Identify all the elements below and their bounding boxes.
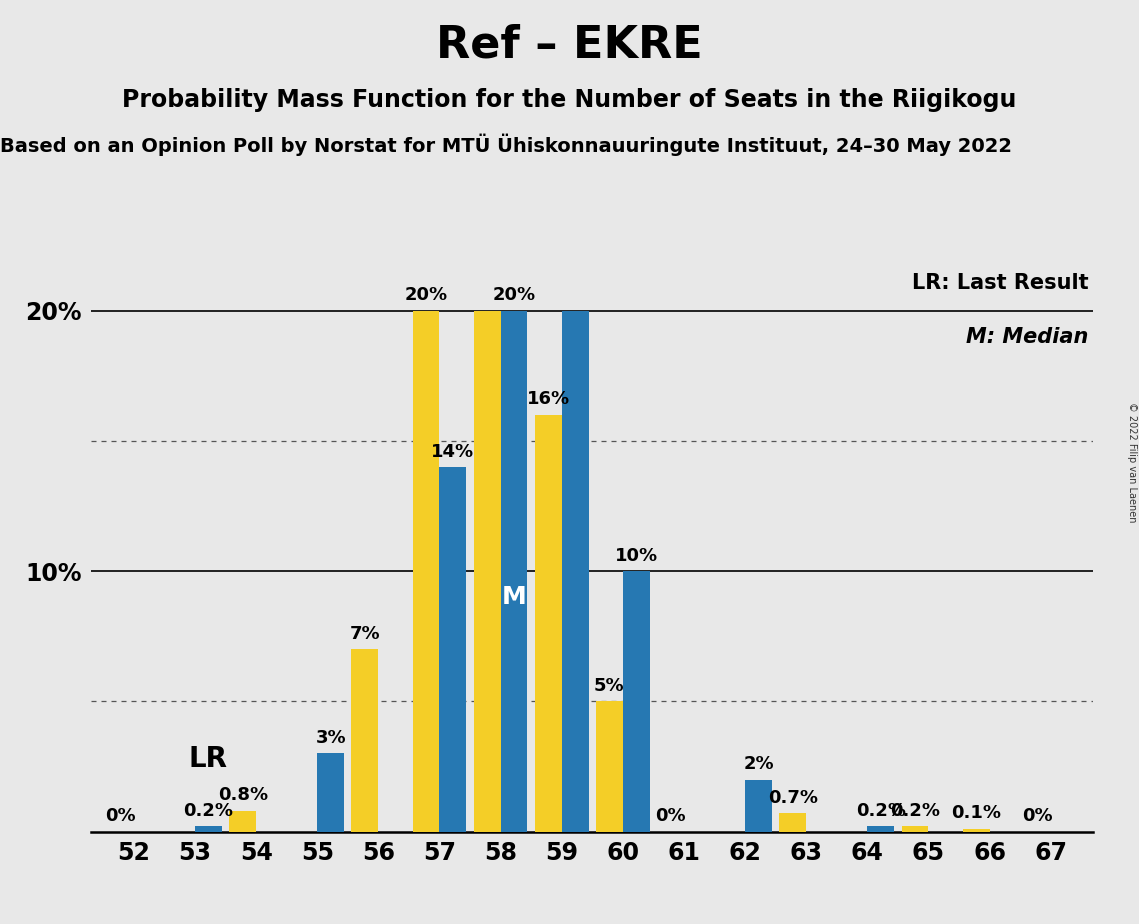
Bar <box>501 310 527 832</box>
Bar <box>623 571 649 832</box>
Bar <box>440 467 466 832</box>
Text: 0.8%: 0.8% <box>218 786 268 804</box>
Text: M: Median: M: Median <box>966 327 1089 347</box>
Bar <box>229 810 256 832</box>
Text: LR: LR <box>189 745 228 773</box>
Text: 0.2%: 0.2% <box>183 802 233 820</box>
Bar <box>352 650 378 832</box>
Text: 0%: 0% <box>105 807 136 825</box>
Text: LR: Last Result: LR: Last Result <box>912 274 1089 293</box>
Text: 2%: 2% <box>744 755 773 773</box>
Bar <box>412 310 440 832</box>
Text: 5%: 5% <box>595 677 624 695</box>
Bar <box>562 310 589 832</box>
Text: 20%: 20% <box>404 286 448 304</box>
Text: 0%: 0% <box>1022 807 1052 825</box>
Bar <box>745 780 772 832</box>
Text: 3%: 3% <box>316 729 346 747</box>
Text: 0.2%: 0.2% <box>890 802 940 820</box>
Text: 16%: 16% <box>526 391 570 408</box>
Text: 0.2%: 0.2% <box>855 802 906 820</box>
Bar <box>962 829 990 832</box>
Text: © 2022 Filip van Laenen: © 2022 Filip van Laenen <box>1126 402 1137 522</box>
Text: 0.1%: 0.1% <box>951 805 1001 822</box>
Bar <box>535 415 562 832</box>
Bar <box>902 826 928 832</box>
Text: 14%: 14% <box>432 443 475 460</box>
Text: 20%: 20% <box>492 286 535 304</box>
Text: M: M <box>501 585 526 609</box>
Text: Based on an Opinion Poll by Norstat for MTÜ Ühiskonnauuringute Instituut, 24–30 : Based on an Opinion Poll by Norstat for … <box>0 134 1011 156</box>
Text: 0%: 0% <box>655 807 686 825</box>
Text: Ref – EKRE: Ref – EKRE <box>436 23 703 67</box>
Text: 10%: 10% <box>615 547 658 565</box>
Bar <box>779 813 806 832</box>
Bar <box>474 310 501 832</box>
Text: 0.7%: 0.7% <box>768 789 818 807</box>
Bar <box>318 753 344 832</box>
Bar <box>195 826 222 832</box>
Bar <box>867 826 894 832</box>
Text: 7%: 7% <box>350 625 380 643</box>
Text: Probability Mass Function for the Number of Seats in the Riigikogu: Probability Mass Function for the Number… <box>122 88 1017 112</box>
Bar <box>596 701 623 832</box>
